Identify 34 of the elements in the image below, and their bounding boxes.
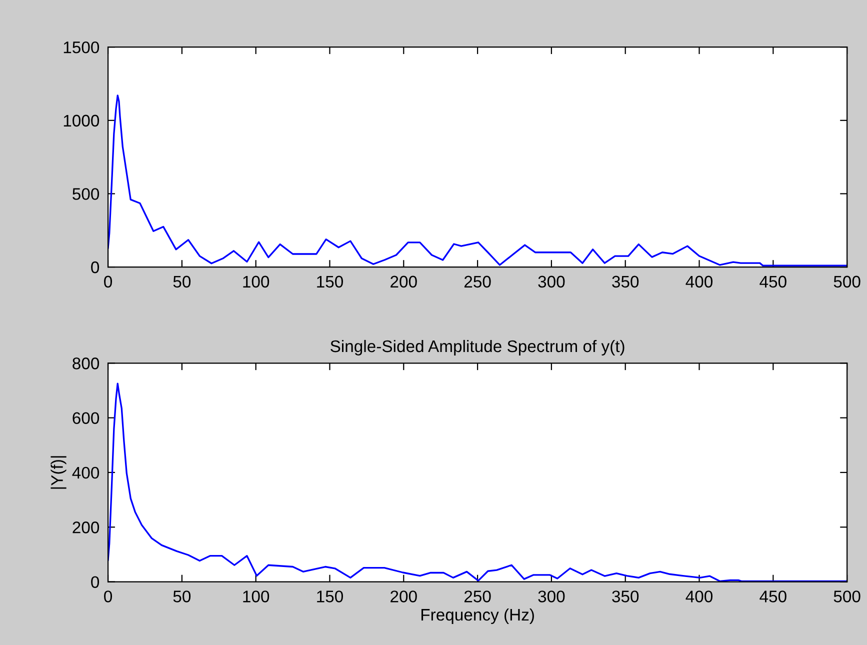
x-tick-label: 0 [104, 590, 112, 602]
y-tick-label: 200 [72, 522, 100, 534]
y-tick-label: 1500 [64, 41, 100, 54]
x-tick-label: 400 [686, 590, 713, 602]
x-tick-label: 200 [390, 276, 417, 288]
x-tick-label: 150 [317, 590, 343, 602]
x-tick-label: 150 [317, 276, 343, 288]
y-tick-label: 600 [72, 412, 100, 424]
y-tick-label: 500 [72, 188, 100, 200]
x-tick-label: 100 [243, 590, 270, 602]
x-tick-label: 50 [173, 590, 191, 602]
x-tick-label: 50 [173, 276, 191, 288]
x-tick-label: 250 [464, 276, 491, 288]
x-axis-title: Frequency (Hz) [421, 608, 534, 624]
x-tick-label: 400 [686, 276, 713, 288]
y-tick-label: 800 [72, 358, 100, 370]
y-tick-label: 0 [91, 576, 100, 588]
chart-title: Single-Sided Amplitude Spectrum of y(t) [330, 340, 624, 356]
x-tick-label: 350 [612, 276, 639, 288]
x-tick-label: 350 [612, 590, 639, 602]
x-tick-label: 0 [104, 276, 112, 288]
x-tick-label: 200 [390, 590, 417, 602]
x-tick-label: 300 [538, 276, 565, 288]
x-tick-label: 250 [464, 590, 491, 602]
x-tick-label: 500 [834, 276, 860, 288]
y-axis-title: |Y(f)| [50, 456, 66, 489]
y-tick-label: 0 [91, 261, 100, 274]
y-tick-label: 400 [72, 466, 100, 479]
x-tick-label: 450 [760, 590, 786, 602]
y-tick-label: 1000 [64, 114, 100, 127]
x-tick-label: 500 [834, 590, 860, 602]
x-tick-label: 100 [243, 276, 270, 288]
x-tick-label: 450 [760, 276, 786, 288]
x-tick-label: 300 [538, 590, 565, 602]
